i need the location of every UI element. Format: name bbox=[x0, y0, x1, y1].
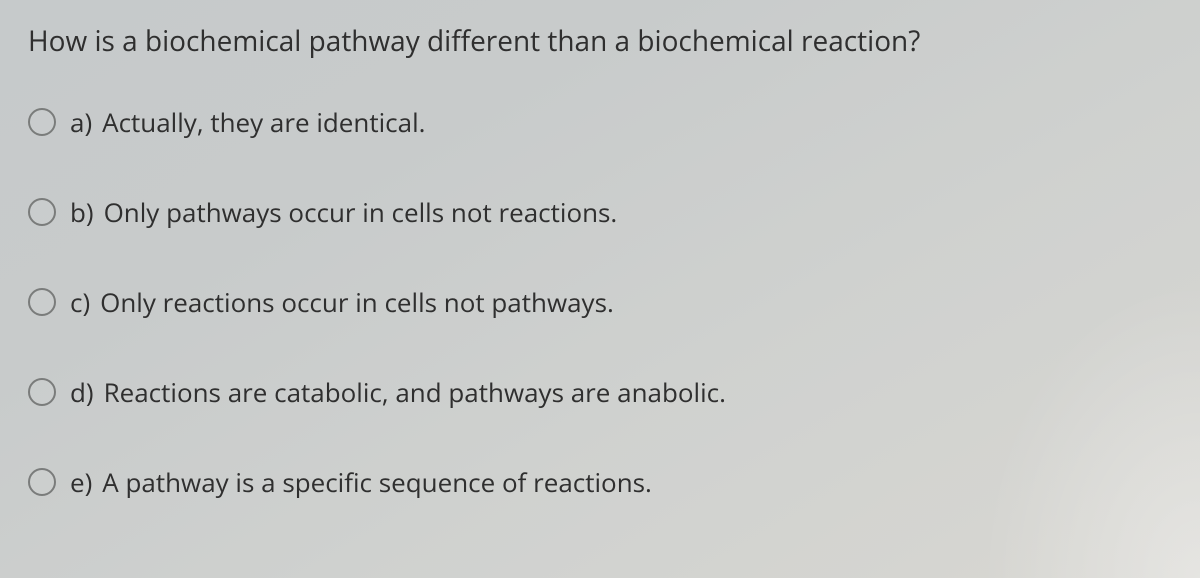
option-letter: d) bbox=[70, 374, 94, 410]
option-letter: e) bbox=[70, 464, 92, 500]
radio-icon[interactable] bbox=[28, 198, 56, 226]
option-letter: a) bbox=[70, 104, 92, 140]
option-row[interactable]: c) Only reactions occur in cells not pat… bbox=[28, 284, 1172, 320]
option-row[interactable]: d) Reactions are catabolic, and pathways… bbox=[28, 374, 1172, 410]
option-row[interactable]: b) Only pathways occur in cells not reac… bbox=[28, 194, 1172, 230]
photo-glare bbox=[980, 278, 1200, 578]
radio-icon[interactable] bbox=[28, 288, 56, 316]
radio-icon[interactable] bbox=[28, 108, 56, 136]
option-text: Only pathways occur in cells not reactio… bbox=[104, 194, 618, 230]
radio-icon[interactable] bbox=[28, 378, 56, 406]
option-text: A pathway is a specific sequence of reac… bbox=[102, 464, 652, 500]
option-text: Actually, they are identical. bbox=[102, 104, 425, 140]
option-row[interactable]: e) A pathway is a specific sequence of r… bbox=[28, 464, 1172, 500]
radio-icon[interactable] bbox=[28, 468, 56, 496]
option-text: Only reactions occur in cells not pathwa… bbox=[100, 284, 614, 320]
option-row[interactable]: a) Actually, they are identical. bbox=[28, 104, 1172, 140]
option-letter: c) bbox=[70, 284, 90, 320]
option-letter: b) bbox=[70, 194, 94, 230]
option-text: Reactions are catabolic, and pathways ar… bbox=[104, 374, 726, 410]
question-prompt: How is a biochemical pathway different t… bbox=[28, 22, 1172, 60]
